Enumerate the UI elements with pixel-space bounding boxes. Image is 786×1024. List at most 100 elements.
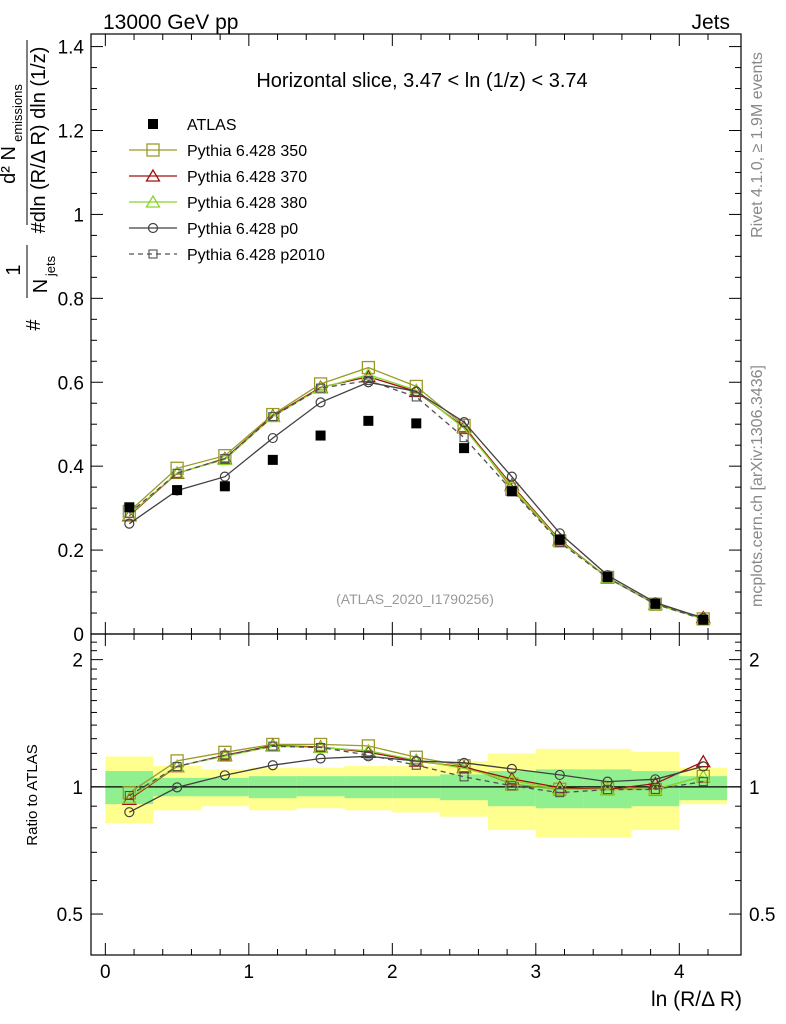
ratio-frame: 0.5 0.5 1 1 2 2 0 1 2 3 4 — [57, 633, 775, 983]
main-point-pythia-6-428-p0 — [506, 471, 517, 482]
main-line-pythia-6-428-p2010 — [128, 379, 704, 620]
main-point-pythia-6-428-p2010 — [220, 454, 230, 464]
ratio-point-pythia-6-428-p2010 — [555, 788, 565, 798]
main-point-atlas — [506, 486, 517, 497]
main-point-pythia-6-428-p0 — [411, 386, 422, 397]
mcplots-label: mcplots.cern.ch [arXiv:1306.3436] — [749, 365, 766, 607]
ratio-point-pythia-6-428-p2010 — [220, 750, 230, 760]
main-point-pythia-6-428-p2010 — [172, 468, 182, 478]
legend-marker — [146, 143, 160, 157]
main-point-pythia-6-428-p0 — [458, 417, 470, 428]
main-point-pythia-6-428-p2010 — [316, 383, 326, 393]
legend-marker — [145, 168, 161, 182]
ratio-line-pythia-6-428-380 — [128, 745, 704, 799]
ratio-point-pythia-6-428-p2010 — [316, 742, 326, 753]
main-ytick-label-zero: 0 — [73, 625, 84, 646]
ylabel-denominator: #dln (R/Δ R) dln (1/z) — [28, 47, 50, 234]
main-point-atlas — [363, 415, 374, 426]
ratio-ytick-label-right: 1 — [749, 778, 760, 799]
legend-label: Pythia 6.428 350 — [187, 143, 307, 160]
ratio-point-pythia-6-428-p2010 — [507, 781, 517, 791]
ratio-point-pythia-6-428-p2010 — [172, 761, 182, 772]
main-point-atlas — [267, 454, 278, 465]
ratio-point-pythia-6-428-p0 — [219, 770, 230, 781]
ratio-panel — [91, 748, 741, 838]
ratio-point-pythia-6-428-p2010 — [698, 777, 708, 787]
main-point-atlas — [650, 598, 661, 609]
ratio-point-pythia-6-428-p2010 — [650, 784, 660, 794]
legend-marker — [148, 119, 158, 129]
main-point-pythia-6-428-p0 — [315, 397, 326, 408]
main-ytick-label: 0.6 — [58, 373, 84, 394]
main-point-pythia-6-428-380 — [408, 382, 424, 396]
ratio-point-pythia-6-428-p0 — [650, 774, 661, 785]
ratio-ylabel: Ratio to ATLAS — [24, 744, 41, 845]
main-point-pythia-6-428-350 — [361, 360, 376, 375]
chart-title: Horizontal slice, 3.47 < ln (1/z) < 3.74 — [256, 70, 587, 92]
ratio-point-pythia-6-428-p2010 — [363, 750, 373, 760]
x-axis-label: ln (R/Δ R) — [651, 988, 742, 1011]
ratio-point-pythia-6-428-350 — [218, 745, 232, 759]
ylabel-hash-1: # — [23, 319, 45, 331]
main-point-atlas — [172, 485, 183, 496]
legend-marker — [148, 249, 158, 259]
main-ytick-label: 0.8 — [58, 289, 84, 310]
ratio-xtick-label: 4 — [674, 962, 685, 983]
main-ylabel: # 1 N jets d² N emissions #dln (R/Δ R) d… — [0, 40, 58, 331]
main-point-pythia-6-428-380 — [360, 367, 377, 381]
main-point-pythia-6-428-p2010 — [268, 412, 278, 422]
ratio-point-pythia-6-428-p0 — [267, 760, 278, 771]
main-point-atlas — [698, 614, 709, 625]
ylabel-njets: N — [30, 279, 52, 293]
ratio-band-inner — [679, 776, 728, 801]
main-ytick-label: 0.4 — [58, 457, 85, 478]
ratio-point-pythia-6-428-p2010 — [459, 772, 469, 782]
main-frame: 0.2 0.4 0.6 0.8 1 1.2 1.4 0 — [58, 33, 742, 646]
main-ytick-label: 1.4 — [58, 38, 85, 59]
main-point-atlas — [554, 534, 565, 545]
main-ytick-label: 1.2 — [58, 122, 84, 143]
ratio-ytick-label-left: 1 — [72, 778, 83, 799]
main-point-pythia-6-428-p0 — [124, 518, 135, 529]
ratio-series-group — [121, 737, 711, 818]
ratio-xtick-label: 1 — [244, 962, 255, 983]
ratio-line-pythia-6-428-p2010 — [128, 745, 704, 797]
ratio-xtick-label: 2 — [387, 962, 398, 983]
main-point-pythia-6-428-350 — [218, 449, 232, 463]
ratio-ytick-label-left: 0.5 — [57, 905, 83, 926]
ratio-point-pythia-6-428-p0 — [554, 769, 565, 781]
ratio-line-pythia-6-428-350 — [128, 743, 704, 794]
main-point-pythia-6-428-380 — [121, 507, 137, 521]
ratio-point-pythia-6-428-p2010 — [411, 760, 421, 770]
main-point-pythia-6-428-p0 — [267, 432, 278, 444]
ratio-point-pythia-6-428-350 — [313, 737, 328, 752]
main-point-pythia-6-428-350 — [457, 418, 471, 433]
ratio-ytick-label-left: 2 — [72, 651, 83, 672]
ratio-frame-box — [90, 633, 742, 956]
ratio-point-pythia-6-428-p0 — [698, 761, 709, 772]
ratio-point-pythia-6-428-380 — [695, 769, 711, 782]
watermark: (ATLAS_2020_I1790256) — [336, 591, 494, 607]
main-point-atlas — [124, 502, 135, 513]
ylabel-one: 1 — [3, 264, 25, 275]
ylabel-dN: d² N — [0, 146, 20, 184]
main-point-pythia-6-428-p2010 — [363, 376, 373, 386]
main-point-atlas — [602, 571, 613, 582]
ratio-point-pythia-6-428-370 — [504, 771, 520, 785]
ratio-point-pythia-6-428-350 — [409, 750, 423, 764]
legend-label: ATLAS — [187, 117, 237, 134]
ratio-point-pythia-6-428-p0 — [458, 757, 470, 768]
main-point-atlas — [411, 418, 422, 429]
legend: ATLAS Pythia 6.428 350 Pythia 6.428 370 Pyt… — [129, 117, 325, 264]
main-ytick-label: 0.2 — [58, 541, 84, 562]
ratio-xtick-label: 3 — [531, 962, 542, 983]
main-series-group — [121, 360, 711, 626]
main-point-pythia-6-428-350 — [313, 377, 328, 391]
legend-marker — [147, 222, 159, 234]
legend-label: Pythia 6.428 p2010 — [187, 247, 325, 264]
ratio-point-pythia-6-428-p0 — [124, 807, 135, 818]
ratio-point-pythia-6-428-380 — [121, 790, 137, 804]
legend-label: Pythia 6.428 p0 — [187, 221, 298, 238]
main-point-pythia-6-428-p2010 — [459, 433, 469, 443]
main-point-pythia-6-428-380 — [265, 409, 281, 423]
